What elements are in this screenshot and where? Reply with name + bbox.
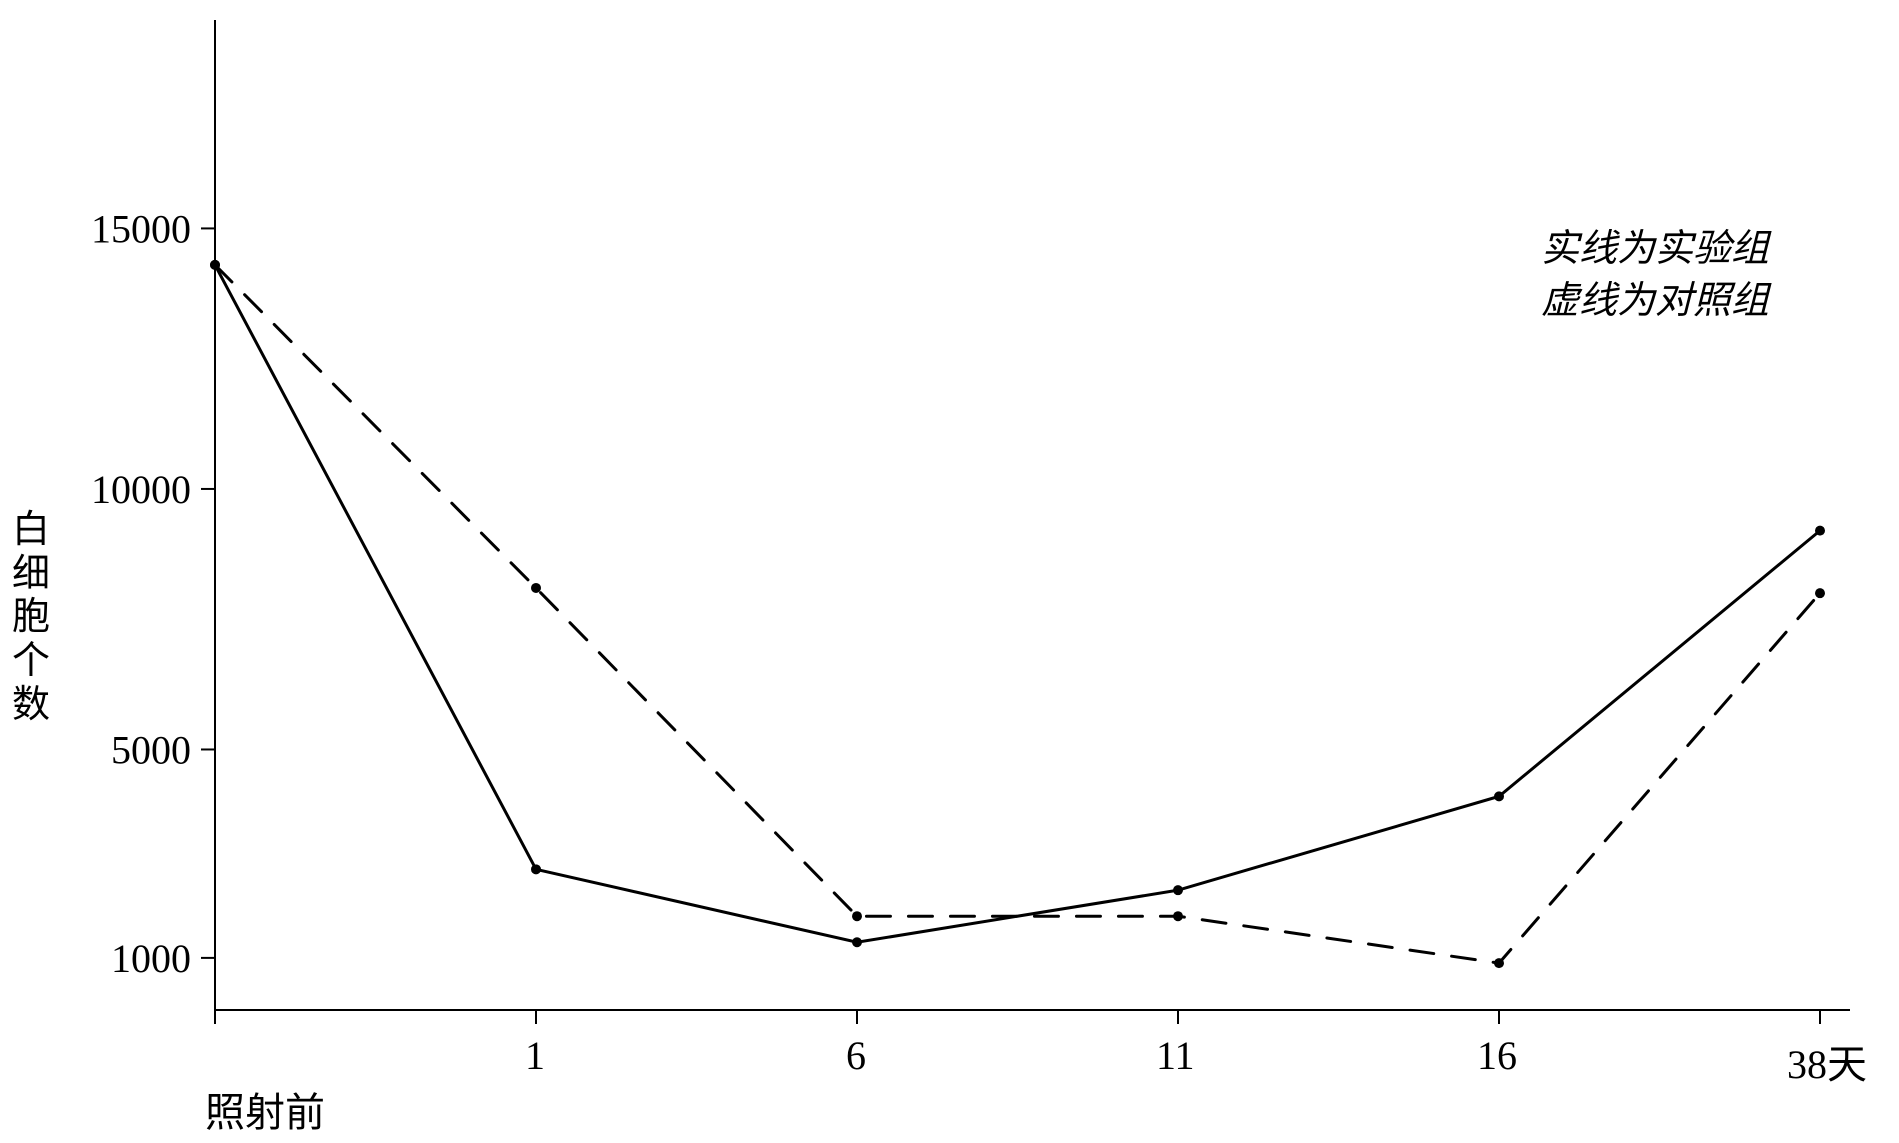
y-tick-label: 1000 (111, 936, 191, 981)
data-marker (852, 911, 862, 921)
x-tick-label: 1 (525, 1032, 545, 1079)
x-tick-label: 38天 (1787, 1032, 1867, 1090)
legend-line-solid: 实线为实验组 (1541, 224, 1769, 275)
x-tick-label: 16 (1477, 1032, 1517, 1079)
data-marker (1494, 958, 1504, 968)
series-solid-line (215, 265, 1820, 942)
data-marker (1815, 526, 1825, 536)
legend: 实线为实验组 虚线为对照组 (1541, 224, 1769, 327)
x-tick-label: 11 (1156, 1032, 1195, 1079)
y-axis-label: 白细胞个数 (12, 509, 50, 727)
data-marker (1173, 885, 1183, 895)
y-tick-label: 15000 (91, 206, 191, 251)
data-marker (1173, 911, 1183, 921)
data-marker (1815, 588, 1825, 598)
y-tick-label: 10000 (91, 467, 191, 512)
legend-line-dashed: 虚线为对照组 (1541, 276, 1769, 327)
x-tick-label: 照射前 (205, 1080, 325, 1138)
data-marker (210, 260, 220, 270)
data-marker (1494, 791, 1504, 801)
data-marker (531, 864, 541, 874)
y-tick-label: 5000 (111, 727, 191, 772)
series-dashed-line (215, 265, 1820, 963)
data-marker (531, 583, 541, 593)
chart-container: 1000 5000 10000 15000 白细胞个数 实线为实验组 虚线为对照组 照… (0, 0, 1899, 1143)
chart-svg: 1000 5000 10000 15000 (0, 0, 1899, 1143)
x-tick-label: 6 (846, 1032, 866, 1079)
data-marker (852, 937, 862, 947)
